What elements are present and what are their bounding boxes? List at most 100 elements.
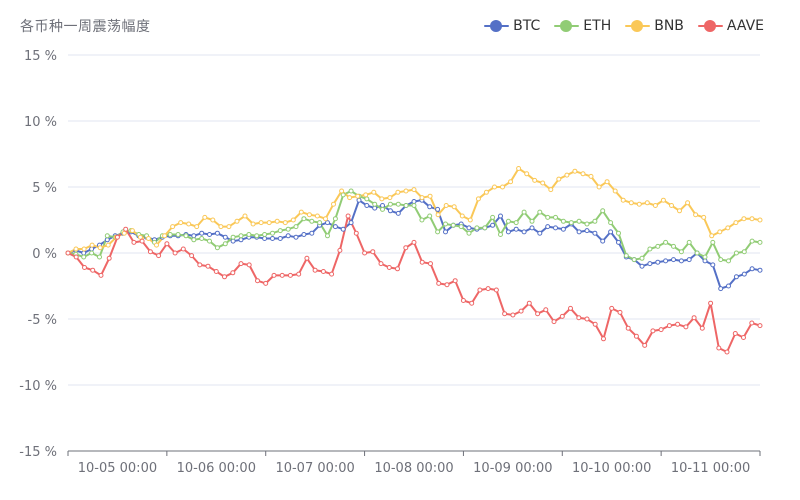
data-point-bnb[interactable]	[475, 196, 481, 202]
data-point-aave[interactable]	[131, 239, 137, 245]
data-point-aave[interactable]	[345, 213, 351, 219]
data-point-btc[interactable]	[332, 224, 338, 230]
data-point-bnb[interactable]	[258, 220, 264, 226]
data-point-aave[interactable]	[395, 266, 400, 272]
data-point-bnb[interactable]	[757, 217, 763, 223]
data-point-aave[interactable]	[403, 245, 409, 251]
data-point-aave[interactable]	[279, 272, 285, 278]
data-point-bnb[interactable]	[170, 224, 176, 230]
data-point-bnb[interactable]	[717, 229, 723, 235]
data-point-aave[interactable]	[304, 255, 310, 261]
data-point-eth[interactable]	[427, 213, 433, 219]
data-point-bnb[interactable]	[467, 217, 473, 223]
data-point-eth[interactable]	[458, 224, 464, 230]
data-point-eth[interactable]	[505, 218, 511, 224]
data-point-bnb[interactable]	[210, 217, 216, 223]
data-point-eth[interactable]	[474, 225, 480, 231]
data-point-btc[interactable]	[81, 250, 87, 256]
data-point-bnb[interactable]	[81, 246, 87, 252]
data-point-aave[interactable]	[230, 270, 236, 276]
data-point-btc[interactable]	[749, 266, 755, 272]
data-point-eth[interactable]	[254, 233, 260, 239]
data-point-aave[interactable]	[378, 261, 384, 267]
data-point-bnb[interactable]	[363, 192, 369, 198]
data-point-eth[interactable]	[317, 220, 323, 226]
data-point-btc[interactable]	[207, 232, 212, 237]
data-point-aave[interactable]	[493, 287, 499, 293]
data-point-aave[interactable]	[271, 272, 277, 278]
data-point-eth[interactable]	[718, 257, 724, 263]
data-point-eth[interactable]	[498, 232, 503, 237]
data-point-aave[interactable]	[98, 272, 104, 278]
data-point-bnb[interactable]	[274, 218, 280, 224]
data-point-bnb[interactable]	[403, 188, 409, 194]
data-point-btc[interactable]	[600, 238, 606, 244]
data-point-aave[interactable]	[337, 247, 343, 253]
data-point-bnb[interactable]	[121, 230, 127, 236]
data-point-btc[interactable]	[584, 228, 590, 234]
data-point-bnb[interactable]	[105, 242, 111, 248]
data-point-aave[interactable]	[625, 325, 631, 331]
legend-item-bnb[interactable]: BNB	[625, 18, 684, 34]
data-point-aave[interactable]	[287, 272, 293, 278]
data-point-btc[interactable]	[372, 205, 378, 211]
data-point-bnb[interactable]	[146, 236, 151, 241]
data-point-btc[interactable]	[435, 206, 441, 212]
data-point-eth[interactable]	[655, 243, 661, 249]
data-point-aave[interactable]	[370, 249, 376, 255]
data-point-btc[interactable]	[647, 261, 653, 267]
data-point-eth[interactable]	[262, 232, 268, 237]
data-point-bnb[interactable]	[540, 180, 546, 186]
data-point-bnb[interactable]	[137, 234, 143, 240]
data-point-eth[interactable]	[568, 220, 574, 226]
data-point-aave[interactable]	[114, 234, 120, 240]
data-point-btc[interactable]	[262, 236, 268, 241]
data-point-bnb[interactable]	[636, 201, 642, 207]
data-point-bnb[interactable]	[524, 171, 530, 177]
data-point-eth[interactable]	[686, 239, 692, 245]
data-point-eth[interactable]	[207, 238, 212, 244]
data-point-bnb[interactable]	[516, 166, 522, 171]
data-point-aave[interactable]	[147, 249, 153, 255]
data-point-btc[interactable]	[238, 237, 244, 243]
data-point-bnb[interactable]	[749, 216, 755, 222]
data-point-btc[interactable]	[733, 274, 739, 280]
data-point-bnb[interactable]	[572, 168, 578, 174]
data-point-btc[interactable]	[718, 286, 724, 292]
data-point-eth[interactable]	[285, 226, 291, 232]
data-point-btc[interactable]	[191, 233, 197, 239]
data-point-bnb[interactable]	[218, 224, 224, 230]
data-point-bnb[interactable]	[612, 188, 618, 194]
data-point-btc[interactable]	[387, 208, 393, 214]
data-point-aave[interactable]	[312, 267, 318, 273]
data-point-eth[interactable]	[466, 230, 472, 236]
data-point-eth[interactable]	[678, 249, 684, 255]
data-point-bnb[interactable]	[371, 189, 377, 195]
data-point-eth[interactable]	[757, 239, 763, 245]
data-point-btc[interactable]	[505, 229, 511, 235]
data-point-eth[interactable]	[183, 233, 189, 239]
data-point-aave[interactable]	[82, 265, 87, 270]
data-point-aave[interactable]	[543, 307, 549, 313]
data-point-bnb[interactable]	[73, 246, 79, 252]
data-point-bnb[interactable]	[556, 176, 562, 182]
data-point-btc[interactable]	[214, 230, 220, 236]
data-point-eth[interactable]	[175, 232, 181, 237]
data-point-bnb[interactable]	[427, 193, 433, 199]
data-point-eth[interactable]	[89, 250, 95, 256]
data-point-btc[interactable]	[545, 224, 551, 230]
data-point-eth[interactable]	[639, 255, 645, 261]
data-point-bnb[interactable]	[564, 172, 570, 178]
data-point-btc[interactable]	[270, 236, 275, 241]
data-point-bnb[interactable]	[234, 218, 240, 224]
data-point-btc[interactable]	[678, 258, 684, 264]
data-point-eth[interactable]	[395, 201, 401, 207]
data-point-aave[interactable]	[609, 305, 615, 311]
data-point-btc[interactable]	[199, 230, 205, 236]
data-point-bnb[interactable]	[652, 203, 658, 208]
data-point-aave[interactable]	[436, 280, 442, 286]
data-point-eth[interactable]	[230, 234, 236, 240]
data-point-eth[interactable]	[325, 233, 330, 239]
data-point-bnb[interactable]	[588, 173, 594, 179]
data-point-eth[interactable]	[749, 238, 755, 244]
